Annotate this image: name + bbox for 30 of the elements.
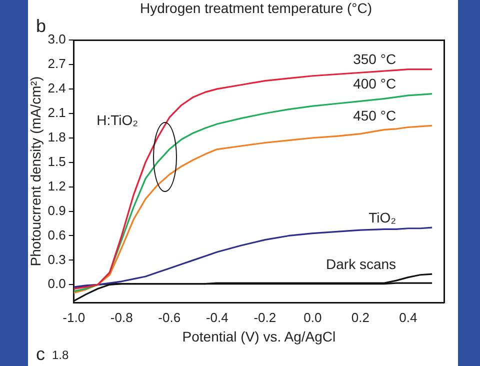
series-label: 450 °C [353, 107, 396, 124]
x-tick-label: -1.0 [62, 310, 86, 325]
x-tick-label: -0.4 [206, 310, 228, 325]
x-tick-label: 0.0 [304, 310, 322, 325]
x-tick-label: 0.2 [351, 310, 370, 325]
y-tick-label: 2.1 [48, 104, 66, 120]
y-tick-label: 2.7 [48, 56, 66, 72]
y-tick-label: 0.0 [48, 276, 66, 292]
x-tick-label: 0.4 [399, 310, 418, 325]
series-label: 400 °C [353, 76, 396, 92]
x-tick-label: -0.8 [110, 310, 133, 325]
x-axis-title: Potential (V) vs. Ag/AgCl [182, 328, 336, 344]
x-tick-label: -0.6 [158, 310, 181, 325]
text: c [36, 344, 45, 365]
x-tick-label: -0.2 [254, 310, 276, 325]
annotation: H:TiO₂ [96, 112, 138, 128]
y-tick-label: 1.5 [48, 154, 66, 169]
series-label: Dark scans [326, 256, 396, 272]
y-tick-label: 0.6 [48, 227, 66, 242]
y-tick-label: 1.2 [48, 178, 66, 194]
y-tick-label: 1.8 [48, 129, 66, 144]
text: b [36, 16, 46, 37]
y-tick-label: 2.4 [48, 80, 66, 96]
text: Hydrogen treatment temperature (°C) [140, 0, 372, 16]
y-tick-label: 3.0 [48, 32, 66, 47]
y-tick-label: 0.3 [48, 252, 66, 267]
y-axis-title: Photoucrrent density (mA/cm²) [27, 76, 44, 266]
series-label: TiO₂ [368, 209, 396, 226]
y-tick-label: 0.9 [48, 202, 66, 218]
series-label: 350 °C [353, 51, 396, 68]
